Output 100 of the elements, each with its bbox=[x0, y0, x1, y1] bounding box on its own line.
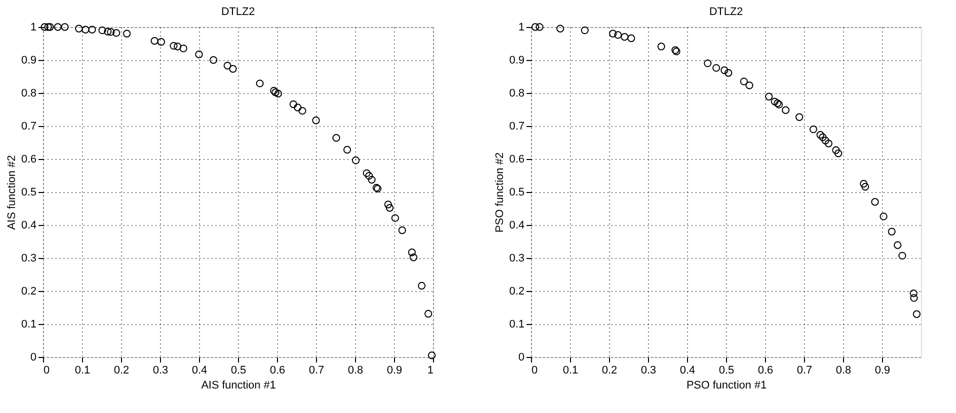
x-axis-title: AIS function #1 bbox=[201, 380, 276, 392]
x-tick-label: 0.2 bbox=[602, 364, 618, 376]
y-tick-label: 0.6 bbox=[21, 154, 36, 166]
point bbox=[157, 38, 166, 46]
point bbox=[871, 198, 879, 206]
y-axis-title: AIS function #2 bbox=[6, 155, 18, 230]
point bbox=[107, 28, 115, 36]
y-tick-label: 0.7 bbox=[509, 120, 524, 132]
chart-title: DTLZ2 bbox=[221, 6, 255, 18]
point bbox=[256, 80, 264, 88]
x-tick-label: 0.7 bbox=[796, 364, 812, 376]
point bbox=[795, 113, 804, 121]
point bbox=[861, 182, 870, 191]
y-tick-label: 0.9 bbox=[509, 54, 524, 66]
x-tick-label: 0 bbox=[532, 364, 538, 376]
point bbox=[898, 252, 906, 260]
point bbox=[384, 200, 392, 208]
point bbox=[75, 24, 83, 32]
point bbox=[724, 69, 732, 77]
point bbox=[704, 59, 712, 68]
point bbox=[888, 228, 896, 236]
point bbox=[210, 56, 218, 64]
x-tick-label: 0.8 bbox=[348, 364, 364, 376]
point bbox=[424, 310, 432, 318]
point bbox=[824, 140, 832, 148]
y-tick-label: 0 bbox=[518, 352, 524, 364]
point bbox=[88, 26, 96, 34]
point bbox=[657, 42, 666, 50]
x-tick-label: 0.1 bbox=[562, 364, 578, 376]
x-tick-label: 0.7 bbox=[308, 364, 324, 376]
point bbox=[894, 241, 902, 249]
point bbox=[46, 23, 54, 31]
point bbox=[150, 37, 158, 45]
point bbox=[816, 131, 824, 139]
point bbox=[104, 28, 112, 36]
y-tick-label: 0.1 bbox=[21, 318, 36, 330]
point bbox=[614, 31, 622, 39]
point bbox=[408, 248, 416, 256]
point bbox=[229, 65, 237, 73]
point bbox=[609, 30, 617, 38]
y-tick-label: 0.8 bbox=[509, 88, 524, 100]
point bbox=[746, 82, 754, 90]
point bbox=[428, 352, 436, 360]
point bbox=[818, 133, 827, 142]
point bbox=[832, 146, 840, 154]
point bbox=[740, 78, 748, 86]
chart-title: DTLZ2 bbox=[709, 6, 743, 18]
point bbox=[712, 64, 720, 72]
x-tick-label: 0.6 bbox=[270, 364, 286, 376]
x-tick-label: 0.9 bbox=[386, 364, 402, 376]
point bbox=[398, 226, 406, 234]
x-tick-label: 0.8 bbox=[836, 364, 852, 376]
x-tick-label: 0 bbox=[44, 364, 50, 376]
point bbox=[391, 214, 400, 222]
point bbox=[418, 282, 426, 290]
point bbox=[531, 23, 540, 31]
x-tick-label: 0.5 bbox=[718, 364, 734, 376]
point bbox=[98, 26, 106, 34]
point bbox=[180, 44, 188, 52]
point bbox=[720, 66, 728, 74]
point bbox=[627, 34, 636, 42]
point bbox=[910, 289, 918, 298]
point bbox=[822, 136, 830, 144]
x-axis-title: PSO function #1 bbox=[686, 380, 767, 392]
x-tick-label: 0.2 bbox=[114, 364, 130, 376]
x-tick-label: 0.3 bbox=[640, 364, 656, 376]
point bbox=[294, 104, 302, 112]
point bbox=[195, 50, 203, 58]
y-tick-label: 0 bbox=[30, 352, 36, 364]
point bbox=[386, 204, 394, 212]
point bbox=[343, 146, 352, 154]
y-tick-label: 0.8 bbox=[21, 88, 36, 100]
y-tick-label: 0.4 bbox=[509, 220, 524, 232]
point bbox=[860, 180, 868, 188]
y-tick-label: 0.2 bbox=[509, 286, 524, 298]
x-tick-label: 0.4 bbox=[680, 364, 696, 376]
point bbox=[224, 62, 232, 70]
point bbox=[912, 310, 921, 318]
point bbox=[170, 42, 178, 50]
x-tick-label: 1 bbox=[427, 364, 434, 376]
y-tick-label: 0.3 bbox=[509, 252, 524, 264]
point bbox=[834, 150, 842, 158]
y-tick-label: 0.5 bbox=[21, 186, 36, 198]
y-axis-title: PSO function #2 bbox=[494, 152, 506, 233]
y-tick-label: 0.2 bbox=[21, 286, 36, 298]
point bbox=[122, 30, 131, 38]
x-tick-label: 0.6 bbox=[758, 364, 774, 376]
point bbox=[620, 33, 628, 41]
point bbox=[274, 90, 282, 98]
point bbox=[536, 23, 544, 31]
x-tick-label: 0.3 bbox=[152, 364, 168, 376]
point bbox=[298, 106, 306, 115]
y-tick-label: 1 bbox=[518, 22, 524, 34]
point bbox=[44, 23, 52, 31]
y-tick-label: 0.4 bbox=[21, 220, 36, 232]
y-tick-label: 0.7 bbox=[21, 120, 36, 132]
point bbox=[365, 172, 373, 180]
point bbox=[112, 29, 120, 37]
y-tick-label: 0.6 bbox=[509, 154, 524, 166]
point bbox=[368, 176, 376, 184]
